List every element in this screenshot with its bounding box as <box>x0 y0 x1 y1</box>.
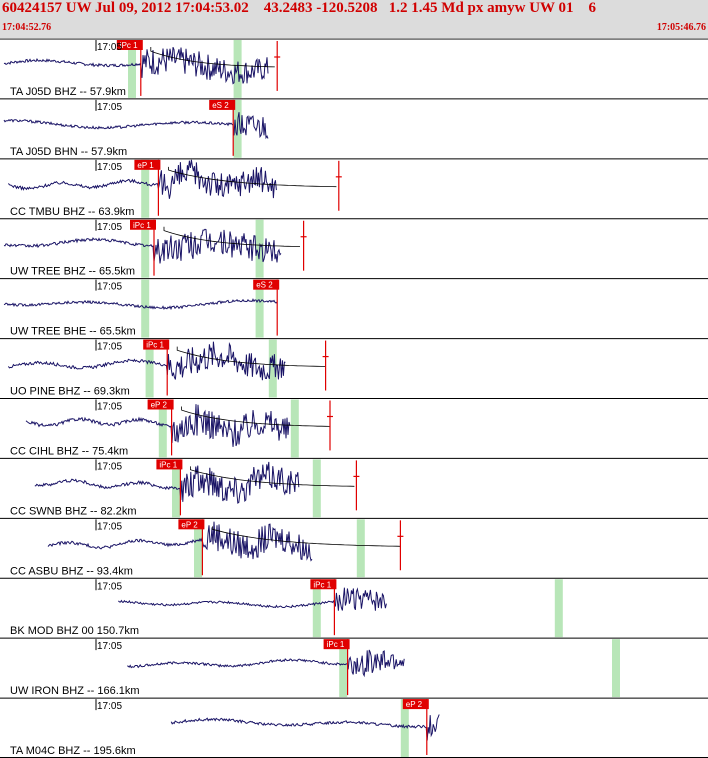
pick-box[interactable] <box>323 639 350 650</box>
trace-row[interactable]: eP 1 17:05 CC TMBU BHZ -- 63.9km <box>0 158 708 218</box>
trace-row[interactable]: iPc 1 17:05 UO PINE BHZ -- 69.3km <box>0 338 708 398</box>
time-tick: 17:05 <box>97 102 122 113</box>
station-label: CC TMBU BHZ -- 63.9km <box>10 206 134 218</box>
station-label: UW IRON BHZ -- 166.1km <box>10 685 140 697</box>
time-start: 17:04:52.76 <box>2 22 52 33</box>
station-label: UW TREE BHZ -- 65.5km <box>10 266 135 278</box>
waveform-trace[interactable] <box>3 298 278 311</box>
station-label: UO PINE BHZ -- 69.3km <box>10 386 130 398</box>
coda-window <box>400 699 409 757</box>
station-label: TA J05D BHN -- 57.9km <box>10 146 127 158</box>
time-tick: 17:05 <box>97 701 122 712</box>
trace-row[interactable]: iPc 1 17:05 BK MOD BHZ 00 150.7km <box>0 577 708 638</box>
trace-row[interactable]: iPc 117:05 TA J05D BHZ -- 57.9km <box>0 39 708 98</box>
pick-box[interactable] <box>116 40 143 50</box>
pick-label: iPc 1 <box>133 221 151 230</box>
waveform-trace[interactable] <box>8 159 277 199</box>
station-label: TA M04C BHZ -- 195.6km <box>10 745 136 757</box>
coda-window <box>268 339 277 398</box>
time-tick: 17:05 <box>97 42 122 53</box>
pick-box[interactable] <box>134 159 161 170</box>
pick-label: iPc 1 <box>159 460 177 469</box>
coda-window <box>145 339 154 398</box>
time-tick: 17:05 <box>97 521 122 532</box>
coda-window <box>356 519 365 578</box>
pick-box[interactable] <box>130 219 156 230</box>
waveform-trace[interactable] <box>127 649 405 678</box>
pick-label: eP 1 <box>137 161 154 170</box>
time-end: 17:05:46.76 <box>656 22 706 33</box>
pick-box[interactable] <box>402 699 429 710</box>
event-title: 60424157 UW Jul 09, 2012 17:04:53.02 43.… <box>2 0 597 16</box>
pick-label: eP 2 <box>406 700 423 709</box>
trace-row[interactable]: eS 2 17:05 UW TREE BHE -- 65.5km <box>0 278 708 338</box>
coda-window <box>194 519 202 578</box>
coda-curve <box>163 226 301 247</box>
waveform-trace[interactable] <box>47 521 313 562</box>
pick-box[interactable] <box>147 399 174 410</box>
trace-row[interactable]: iPc 1 17:05 UW IRON BHZ -- 166.1km <box>0 637 708 698</box>
trace-row[interactable]: iPc 1 17:05 UW TREE BHZ -- 65.5km <box>0 218 708 278</box>
time-tick: 17:05 <box>97 461 122 472</box>
station-label: CC ASBU BHZ -- 93.4km <box>10 565 133 577</box>
pick-label: iPc 1 <box>313 580 331 589</box>
waveform-trace[interactable] <box>25 404 291 447</box>
station-label: BK MOD BHZ 00 150.7km <box>10 625 139 637</box>
coda-curve <box>150 47 275 68</box>
coda-window <box>128 40 136 98</box>
coda-curve <box>181 406 330 427</box>
pick-label: iPc 1 <box>327 640 345 649</box>
pick-box[interactable] <box>156 459 183 470</box>
coda-window <box>554 579 563 638</box>
coda-window <box>141 279 150 338</box>
station-label: UW TREE BHE -- 65.5km <box>10 326 136 338</box>
pick-box[interactable] <box>310 579 337 590</box>
coda-window <box>255 279 264 338</box>
coda-window <box>612 639 620 698</box>
time-tick: 17:05 <box>97 222 122 233</box>
coda-window <box>141 219 150 278</box>
pick-label: iPc 1 <box>146 341 164 350</box>
coda-window <box>312 459 321 518</box>
station-label: CC SWNB BHZ -- 82.2km <box>10 505 137 517</box>
trace-row[interactable]: eP 2 17:05 CC ASBU BHZ -- 93.4km <box>0 517 708 578</box>
pick-box[interactable] <box>209 99 236 110</box>
time-tick: 17:05 <box>97 282 122 293</box>
coda-window <box>290 399 299 458</box>
coda-window <box>339 639 348 698</box>
pick-box[interactable] <box>253 279 280 290</box>
time-tick: 17:05 <box>97 342 122 353</box>
coda-curve <box>176 346 326 367</box>
coda-curve <box>190 466 355 487</box>
trace-row[interactable]: eS 2 17:05 TA J05D BHN -- 57.9km <box>0 98 708 158</box>
trace-row[interactable]: eP 2 17:05 CC CIHL BHZ -- 75.4km <box>0 398 708 458</box>
pick-label: iPc 1 <box>120 41 138 50</box>
pick-box[interactable] <box>178 519 205 530</box>
pick-box[interactable] <box>143 339 170 350</box>
coda-window <box>141 159 150 218</box>
trace-row[interactable]: iPc 1 17:05 CC SWNB BHZ -- 82.2km <box>0 457 708 518</box>
pick-label: eP 2 <box>151 401 168 410</box>
coda-window <box>312 579 321 638</box>
station-label: CC CIHL BHZ -- 75.4km <box>10 445 128 457</box>
station-label: TA J05D BHZ -- 57.9km <box>10 86 126 98</box>
time-tick: 17:05 <box>97 162 122 173</box>
time-tick: 17:05 <box>97 641 122 652</box>
time-tick: 17:05 <box>97 402 122 413</box>
waveform-trace[interactable] <box>3 112 269 140</box>
waveform-trace[interactable] <box>170 714 440 741</box>
pick-label: eS 2 <box>212 101 229 110</box>
event-header: 60424157 UW Jul 09, 2012 17:04:53.02 43.… <box>0 0 708 39</box>
coda-curve <box>168 166 337 188</box>
waveform-trace[interactable] <box>34 461 300 504</box>
waveform-trace[interactable] <box>3 47 269 85</box>
trace-row[interactable]: eP 2 17:05 TA M04C BHZ -- 195.6km <box>0 697 708 757</box>
waveform-trace[interactable] <box>118 587 387 611</box>
coda-curve <box>212 526 401 547</box>
pick-label: eP 2 <box>181 520 198 529</box>
coda-window <box>158 399 167 458</box>
time-tick: 17:05 <box>97 581 122 592</box>
pick-label: eS 2 <box>256 281 273 290</box>
